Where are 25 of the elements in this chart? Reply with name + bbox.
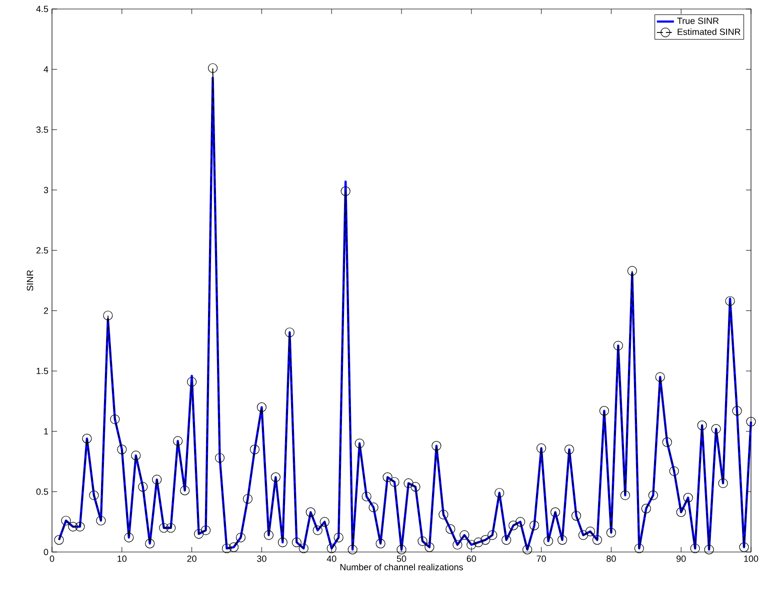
x-tick-label: 0	[50, 556, 54, 562]
x-tick-label: 40	[326, 556, 336, 562]
x-tick-label: 10	[118, 556, 127, 562]
y-tick-label: 2.5	[36, 247, 48, 254]
x-tick-label: 70	[536, 556, 546, 562]
x-tick-label: 50	[396, 556, 406, 562]
x-tick-label: 30	[257, 556, 266, 562]
y-tick-label: 2	[44, 308, 48, 314]
y-tick-label: 0.5	[36, 488, 48, 495]
x-tick-label: 80	[606, 556, 616, 562]
y-tick-label: 3	[44, 186, 48, 194]
legend-label: Estimated SINR	[678, 28, 740, 35]
y-axis-title: SINR	[26, 270, 34, 291]
y-tick-label: 3.5	[36, 126, 48, 133]
y-tick-label: 1.5	[36, 368, 48, 374]
y-tick-label: 4.5	[36, 6, 48, 12]
x-tick-label: 90	[676, 556, 686, 562]
legend-label: True SINR	[677, 18, 719, 24]
x-tick-label: 60	[466, 556, 476, 562]
x-tick-label: 20	[187, 556, 196, 562]
y-tick-label: 0	[44, 548, 48, 556]
x-axis-title: Number of channel realizations	[340, 564, 463, 570]
y-tick-label: 4	[44, 66, 48, 72]
y-tick-label: 1	[44, 428, 48, 434]
x-tick-label: 100	[744, 556, 758, 562]
